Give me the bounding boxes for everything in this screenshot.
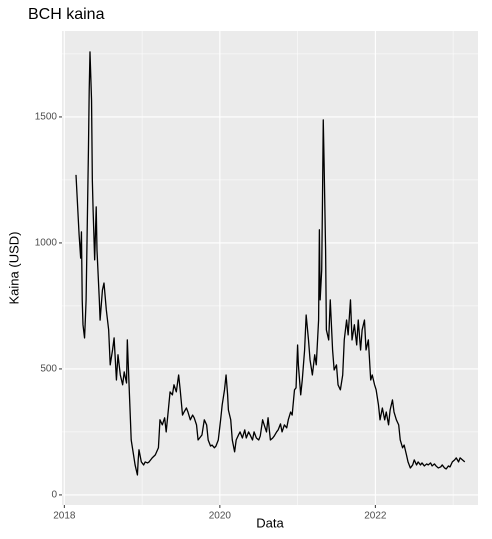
x-tick-label: 2022 [364,511,387,522]
y-tick-label: 1000 [35,238,58,249]
y-tick-label: 500 [40,364,57,375]
y-tick-label: 1500 [35,112,58,123]
y-axis-label: Kaina (USD) [6,232,21,305]
panel [62,31,478,505]
line [75,51,466,476]
y-tick-label: 0 [51,490,57,501]
x-tick-label: 2020 [209,511,232,522]
chart-title: BCH kaina [28,6,105,23]
x-axis-label: Data [256,515,284,530]
x-tick-label: 2018 [53,511,76,522]
